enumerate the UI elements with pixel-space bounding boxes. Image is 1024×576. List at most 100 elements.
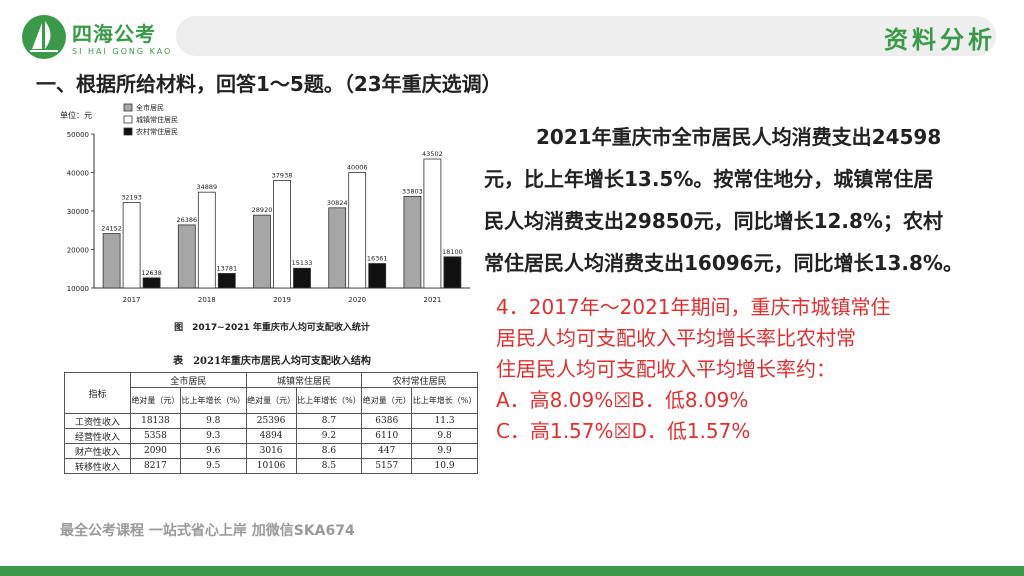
row-label: 工资性收入	[65, 414, 131, 429]
option-b[interactable]: B．低8.09%	[631, 388, 748, 412]
x-tick-label: 2020	[348, 296, 366, 304]
data-label: 16361	[367, 255, 388, 263]
bar-农村常住居民	[369, 264, 386, 288]
section-tag: 资料分析	[884, 20, 996, 55]
legend-label: 城镇常住居民	[136, 115, 178, 124]
bar-全市居民	[103, 234, 120, 288]
table-subheader-growth: 比上年增长（%）	[412, 388, 478, 414]
data-label: 26386	[176, 216, 197, 224]
bar-全市居民	[329, 208, 346, 288]
table-cell: 25396	[246, 414, 296, 429]
table-row: 财产性收入 2090 9.6 3016 8.6 447 9.9	[65, 444, 478, 459]
table-cell: 9.8	[412, 429, 478, 444]
x-tick-label: 2018	[198, 296, 216, 304]
top-bar: 四海公考 SI HAI GONG KAO 资料分析	[0, 0, 1024, 72]
table-cell: 9.5	[180, 459, 246, 474]
table-cell: 8217	[131, 459, 181, 474]
y-tick-label: 20000	[67, 247, 89, 255]
options-row: C．高1.57%☒D．低1.57%	[496, 416, 996, 447]
table-cell: 11.3	[412, 414, 478, 429]
table-cell: 10106	[246, 459, 296, 474]
bar-农村常住居民	[143, 278, 160, 288]
option-d[interactable]: D．低1.57%	[631, 419, 750, 443]
table-cell: 3016	[246, 444, 296, 459]
table-cell: 9.8	[180, 414, 246, 429]
table-cell: 2090	[131, 444, 181, 459]
x-tick-label: 2019	[273, 296, 291, 304]
y-tick-label: 30000	[67, 208, 89, 216]
table-cell: 10.9	[412, 459, 478, 474]
bar-chart: 单位：元 10000 20000 30000 40000 50000 2017 24152 32…	[60, 100, 484, 340]
data-label: 34889	[196, 183, 217, 191]
legend-swatch	[124, 104, 132, 111]
data-label: 13781	[216, 264, 237, 272]
y-tick-label: 40000	[67, 170, 89, 178]
table-cell: 8.7	[296, 414, 362, 429]
legend-label: 全市居民	[136, 103, 164, 112]
table-subheader-growth: 比上年增长（%）	[180, 388, 246, 414]
question-block: 4．2017年～2021年期间，重庆市城镇常住 居民人均可支配收入平均增长率比农…	[496, 292, 996, 447]
table-cell: 18138	[131, 414, 181, 429]
bar-全市居民	[178, 225, 195, 288]
x-tick-label: 2021	[423, 296, 441, 304]
bar-农村常住居民	[218, 273, 235, 288]
brand-logo: 四海公考 SI HAI GONG KAO	[22, 14, 182, 60]
promo-text: 最全公考课程 一站式省心上岸 加微信SKA674	[60, 520, 355, 540]
table-cell: 9.3	[180, 429, 246, 444]
bar-全市居民	[404, 196, 421, 288]
table-subheader-abs: 绝对量（元）	[362, 388, 412, 414]
option-a[interactable]: A．高8.09%	[496, 388, 613, 412]
table-subheader-abs: 绝对量（元）	[246, 388, 296, 414]
bar-城镇常住居民	[123, 203, 140, 288]
table-title: 表 2021年重庆市居民人均可支配收入结构	[60, 352, 484, 367]
bar-城镇常住居民	[198, 192, 215, 288]
material-passage: 2021年重庆市全市居民人均消费支出24598 元，比上年增长13.5%。按常住…	[484, 116, 1004, 284]
header-strip	[176, 16, 996, 56]
table-cell: 9.9	[412, 444, 478, 459]
bar-城镇常住居民	[274, 180, 291, 288]
option-c[interactable]: C．高1.57%	[496, 419, 614, 443]
bar-城镇常住居民	[349, 172, 366, 288]
missing-glyph: ☒	[614, 419, 632, 443]
bar-全市居民	[254, 215, 271, 288]
bottom-bar	[0, 566, 1024, 576]
question-heading: 一、根据所给材料，回答1～5题。（23年重庆选调）	[36, 68, 502, 97]
table-header-indicator: 指标	[65, 373, 131, 414]
question-line: 居民人均可支配收入平均增长率比农村常	[496, 323, 996, 354]
table-cell: 5157	[362, 459, 412, 474]
income-structure-table: 指标 全市居民 城镇常住居民 农村常住居民 绝对量（元） 比上年增长（%） 绝对…	[64, 372, 478, 474]
data-label: 28920	[252, 206, 273, 214]
question-line: 4．2017年～2021年期间，重庆市城镇常住	[496, 292, 996, 323]
legend-label: 农村常住居民	[136, 127, 178, 136]
table-cell: 8.6	[296, 444, 362, 459]
table-header-group: 农村常住居民	[362, 373, 478, 388]
row-label: 转移性收入	[65, 459, 131, 474]
data-label: 37938	[272, 171, 293, 179]
data-label: 24152	[101, 225, 122, 233]
x-tick-label: 2017	[123, 296, 141, 304]
table-header-group: 城镇常住居民	[246, 373, 362, 388]
data-label: 33803	[402, 187, 423, 195]
table-cell: 6386	[362, 414, 412, 429]
table-row: 转移性收入 8217 9.5 10106 8.5 5157 10.9	[65, 459, 478, 474]
table-row: 经营性收入 5358 9.3 4894 9.2 6110 9.8	[65, 429, 478, 444]
data-label: 15133	[292, 259, 313, 267]
sail-logo-icon	[22, 15, 66, 59]
data-label: 30824	[327, 199, 348, 207]
passage-line: 民人均消费支出29850元，同比增长12.8%；农村	[484, 200, 1004, 242]
passage-line: 2021年重庆市全市居民人均消费支出24598	[484, 116, 1004, 158]
table-cell: 9.6	[180, 444, 246, 459]
chart-title: 图 2017~2021 年重庆市人均可支配收入统计	[174, 321, 370, 333]
bar-城镇常住居民	[424, 159, 441, 288]
table-cell: 4894	[246, 429, 296, 444]
data-label: 12638	[141, 269, 162, 277]
table-cell: 6110	[362, 429, 412, 444]
legend-swatch	[124, 116, 132, 123]
legend-swatch	[124, 128, 132, 135]
table-subheader-growth: 比上年增长（%）	[296, 388, 362, 414]
question-line: 住居民人均可支配收入平均增长率约：	[496, 354, 996, 385]
missing-glyph: ☒	[613, 388, 631, 412]
row-label: 财产性收入	[65, 444, 131, 459]
table-cell: 447	[362, 444, 412, 459]
table-cell: 8.5	[296, 459, 362, 474]
